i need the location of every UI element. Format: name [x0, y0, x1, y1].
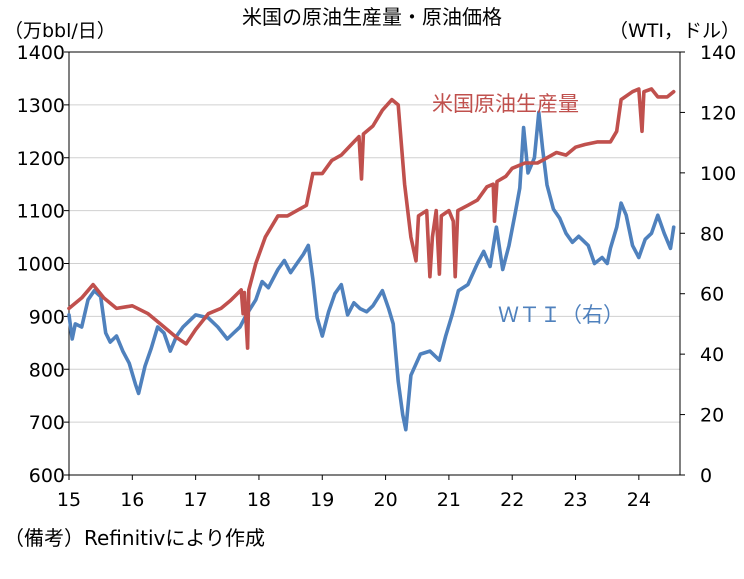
x-tick-label-22: 22 [500, 489, 524, 511]
left-axis: 600 700 800 900 1000 1100 1200 1300 1400 [17, 42, 69, 487]
right-tick-label-60: 60 [700, 284, 724, 306]
production-line [67, 87, 676, 350]
right-tick-label-80: 80 [700, 223, 724, 245]
left-tick-label-600: 600 [29, 465, 65, 487]
left-tick-label-900: 900 [29, 306, 65, 328]
left-tick-label-800: 800 [29, 359, 65, 381]
series-label-wti: ＷＴＩ（右） [498, 303, 624, 327]
right-tick-label-140: 140 [700, 42, 736, 64]
left-axis-unit: （万bbl/日） [4, 20, 116, 42]
right-tick-label-0: 0 [700, 465, 712, 487]
series-layer [67, 87, 676, 432]
x-tick-label-16: 16 [120, 489, 144, 511]
left-tick-label-1300: 1300 [17, 95, 65, 117]
chart-title: 米国の原油生産量・原油価格 [242, 5, 502, 29]
x-axis: 15 16 17 18 19 20 21 22 23 24 [57, 475, 651, 511]
right-axis: 0 20 40 60 80 100 120 140 [680, 42, 736, 487]
left-tick-label-700: 700 [29, 412, 65, 434]
right-tick-label-20: 20 [700, 405, 724, 427]
x-tick-label-24: 24 [627, 489, 651, 511]
series-label-production: 米国原油生産量 [432, 92, 579, 116]
left-tick-label-1100: 1100 [17, 201, 65, 223]
right-axis-unit: （WTI，ドル） [609, 20, 740, 42]
right-tick-label-40: 40 [700, 344, 724, 366]
x-tick-label-18: 18 [247, 489, 271, 511]
wti-line [67, 110, 676, 432]
right-tick-label-120: 120 [700, 102, 736, 124]
x-tick-label-17: 17 [184, 489, 208, 511]
left-tick-label-1200: 1200 [17, 148, 65, 170]
x-tick-label-20: 20 [373, 489, 397, 511]
right-tick-label-100: 100 [700, 163, 736, 185]
x-tick-label-15: 15 [57, 489, 81, 511]
x-tick-label-19: 19 [310, 489, 334, 511]
left-tick-label-1000: 1000 [17, 254, 65, 276]
x-tick-label-23: 23 [563, 489, 587, 511]
x-tick-label-21: 21 [437, 489, 461, 511]
gridlines [69, 104, 680, 423]
left-tick-label-1400: 1400 [17, 42, 65, 64]
source-note: （備考）Refinitivにより作成 [4, 526, 265, 550]
